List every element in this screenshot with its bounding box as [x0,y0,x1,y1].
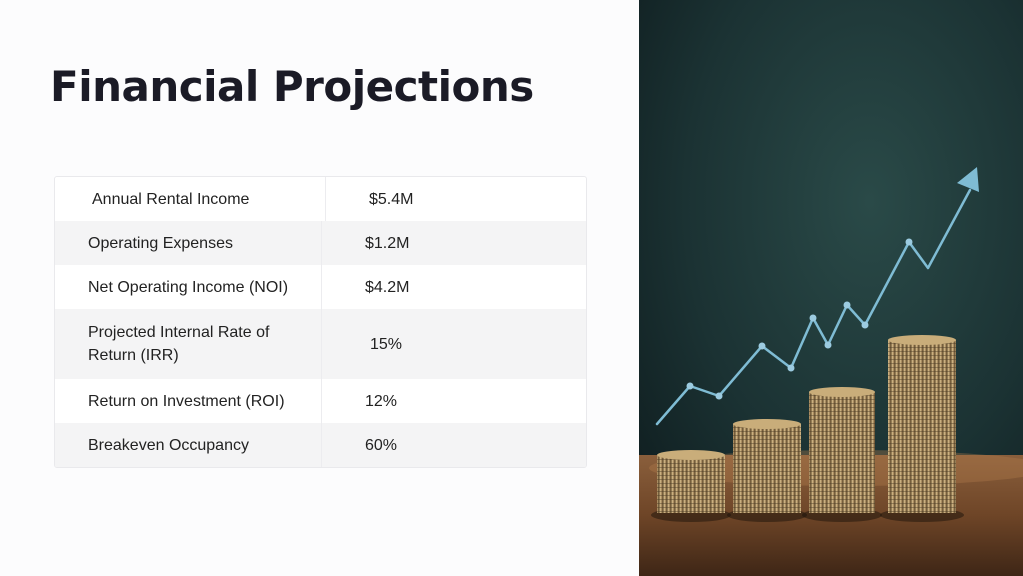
coin-stack-4 [880,335,964,522]
coins-growth-illustration [639,0,1023,576]
page-title: Financial Projections [50,62,534,111]
row-label: Annual Rental Income [92,190,250,208]
financial-table: Annual Rental Income $5.4M Operating Exp… [54,176,587,468]
table-row: Annual Rental Income $5.4M [55,177,586,221]
coin-stack-2 [727,419,807,522]
row-value: $5.4M [325,177,586,221]
coins-growth-photo [639,0,1023,576]
row-label: Operating Expenses [88,234,233,252]
table-row: Breakeven Occupancy 60% [55,423,586,467]
row-label: Breakeven Occupancy [88,436,249,454]
row-value: $1.2M [321,221,586,265]
coin-stack-1 [651,450,731,522]
row-value: 12% [321,379,586,423]
row-value: 60% [321,423,586,467]
row-label: Return on Investment (ROI) [88,392,285,410]
growth-arrow [655,188,972,426]
row-value: $4.2M [321,265,586,309]
row-value: 15% [321,309,586,379]
row-label: Projected Internal Rate of Return (IRR) [88,324,270,364]
coin-stack-3 [802,387,882,522]
table-row: Projected Internal Rate of Return (IRR) … [55,309,586,379]
table-row: Return on Investment (ROI) 12% [55,379,586,423]
row-label: Net Operating Income (NOI) [88,278,289,296]
arrow-head [957,167,979,192]
arrow-points [686,238,913,400]
table-row: Operating Expenses $1.2M [55,221,586,265]
table-row: Net Operating Income (NOI) $4.2M [55,265,586,309]
